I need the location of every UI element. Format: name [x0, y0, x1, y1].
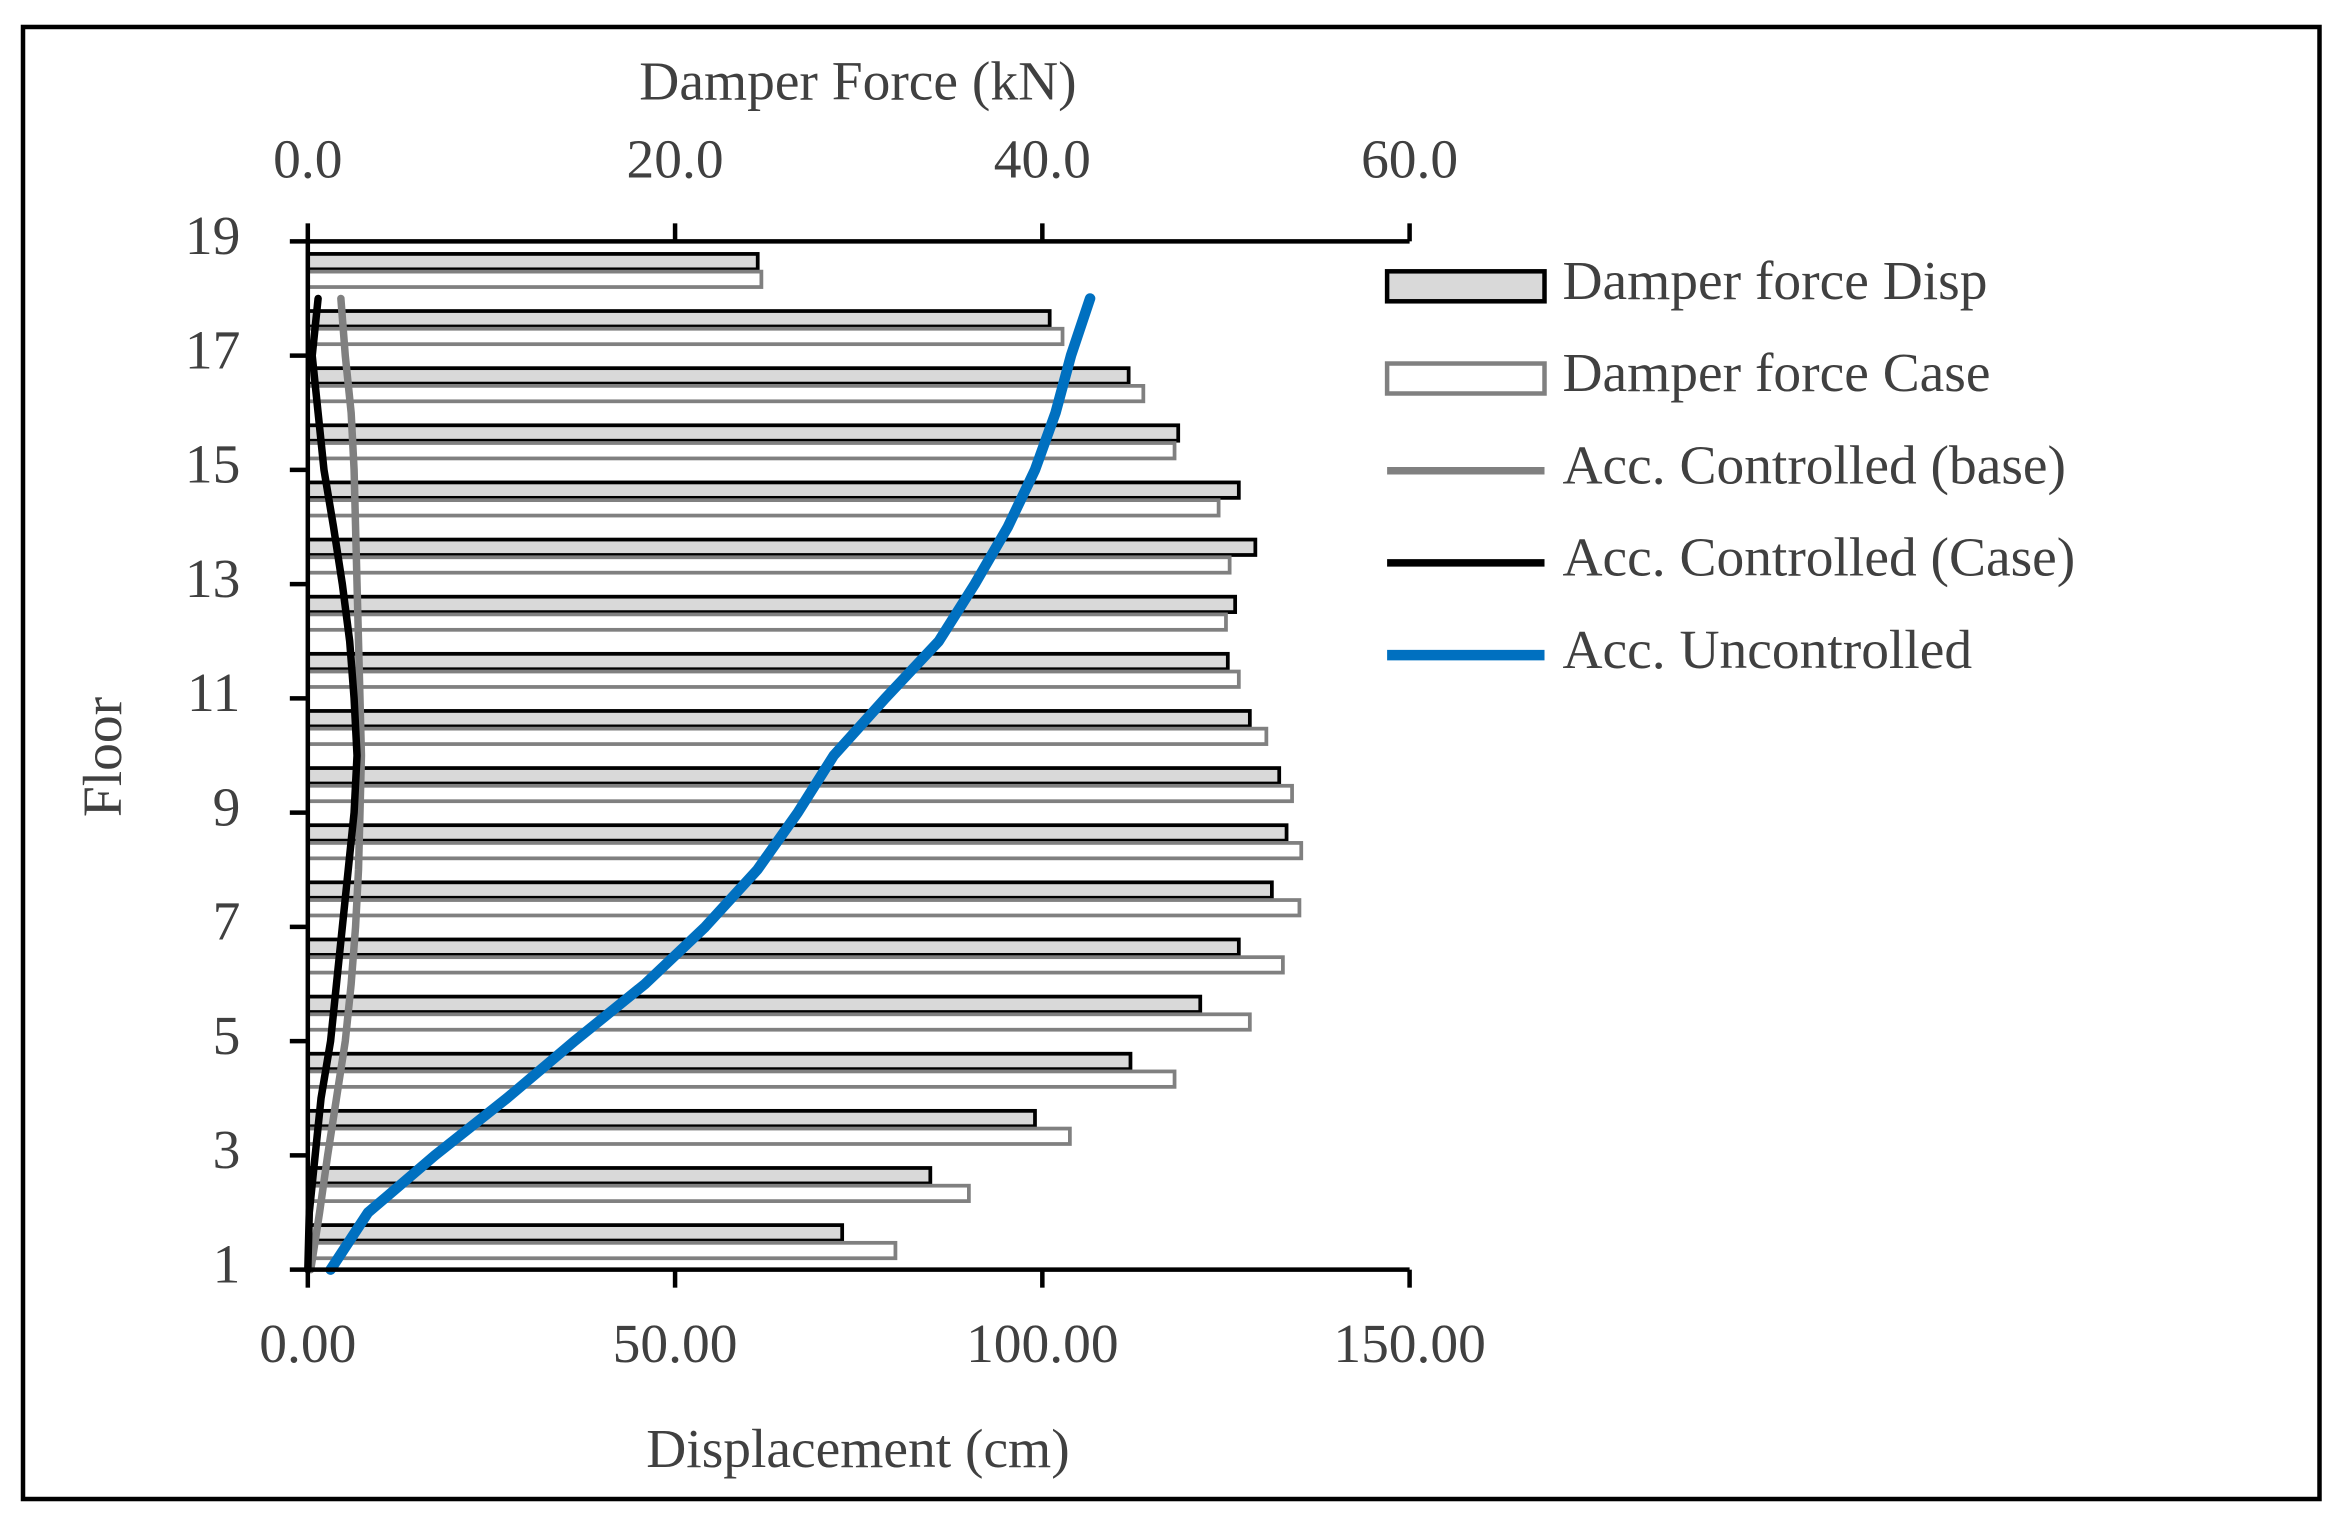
y-axis-title: Floor	[72, 697, 133, 817]
legend-label: Damper force Case	[1562, 342, 1990, 403]
bar	[305, 823, 1289, 843]
bar	[305, 480, 1241, 500]
bar	[305, 252, 760, 272]
y-tick-label: 5	[213, 1005, 241, 1066]
bar	[305, 366, 1131, 386]
x2-tick-label: 0.0	[273, 129, 342, 190]
bar	[305, 1051, 1133, 1072]
bar	[305, 1126, 1072, 1146]
bar	[305, 651, 1230, 672]
bar	[305, 669, 1241, 689]
x-axis-title: Displacement (cm)	[646, 1418, 1069, 1479]
bar	[305, 1108, 1037, 1129]
x-tick-label: 0.00	[259, 1313, 356, 1374]
bar	[305, 1223, 845, 1243]
y-tick-label: 17	[185, 319, 240, 380]
y-tick-label: 15	[185, 434, 240, 495]
frame	[20, 24, 2322, 1502]
line	[307, 294, 366, 1274]
y-tick-label: 19	[185, 205, 240, 266]
bar	[305, 384, 1146, 404]
x-tick-label: 50.00	[613, 1313, 738, 1374]
legend-swatch	[1384, 361, 1547, 396]
y-tick-label: 13	[185, 548, 240, 609]
bar	[305, 1240, 898, 1261]
y-tick-label: 1	[213, 1233, 241, 1294]
legend-label: Damper force Disp	[1562, 250, 1987, 311]
bar	[305, 994, 1203, 1014]
legend-label: Acc. Controlled (base)	[1562, 434, 2066, 495]
legend-swatch	[1384, 269, 1547, 304]
bar	[305, 841, 1304, 861]
bar	[305, 880, 1274, 900]
bar	[305, 709, 1252, 729]
line	[325, 293, 1096, 1275]
bar	[305, 498, 1221, 518]
x2-tick-label: 40.0	[994, 129, 1091, 190]
bar	[305, 955, 1285, 975]
bar	[305, 309, 1052, 329]
bar	[305, 269, 764, 289]
bar	[305, 898, 1302, 918]
bar	[305, 612, 1228, 632]
bar	[305, 537, 1258, 557]
line	[304, 294, 361, 1274]
bar	[305, 1012, 1252, 1032]
bar	[305, 766, 1282, 786]
bar	[305, 1183, 971, 1203]
bar	[305, 326, 1065, 347]
bar	[305, 937, 1241, 957]
x2-tick-label: 20.0	[627, 129, 724, 190]
legend-label: Acc. Controlled (Case)	[1562, 527, 2075, 588]
y-tick-label: 11	[187, 662, 240, 723]
y-tick-label: 7	[213, 891, 241, 952]
x-tick-label: 150.00	[1333, 1313, 1486, 1374]
top-axis-title: Damper Force (kN)	[639, 51, 1076, 112]
bar	[305, 726, 1269, 746]
legend-label: Acc. Uncontrolled	[1562, 619, 1972, 680]
x-tick-label: 100.00	[966, 1313, 1119, 1374]
bar	[305, 1069, 1177, 1089]
y-tick-label: 9	[213, 776, 241, 837]
x2-tick-label: 60.0	[1361, 129, 1458, 190]
bar	[305, 594, 1238, 614]
bar	[305, 783, 1294, 804]
y-tick-label: 3	[213, 1119, 241, 1180]
bar	[305, 555, 1232, 575]
